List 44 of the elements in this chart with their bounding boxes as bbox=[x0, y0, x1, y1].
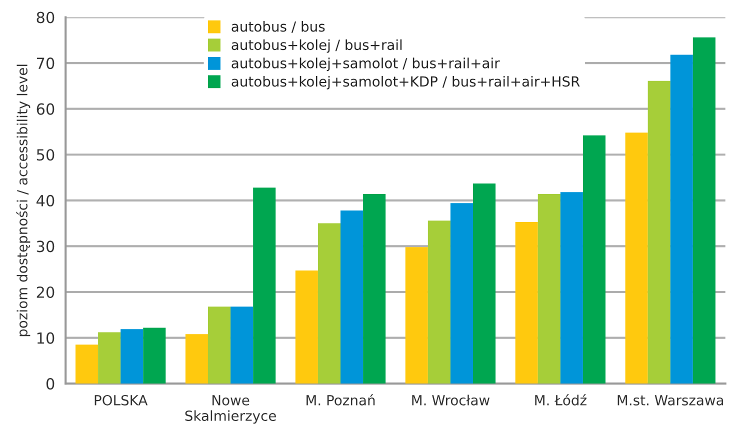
x-tick-label: M. Łódź bbox=[535, 394, 586, 406]
y-axis-title: poziom dostępności / accessibility level bbox=[16, 64, 30, 336]
bar bbox=[582, 135, 606, 384]
y-tick-label: 80 bbox=[36, 12, 54, 24]
bar bbox=[538, 194, 560, 384]
bar bbox=[253, 188, 276, 384]
bar bbox=[473, 183, 496, 384]
x-tick-label: M.st. Warszawa bbox=[618, 395, 724, 406]
y-tick-label: 50 bbox=[36, 149, 54, 161]
legend-label: autobus+kolej+samolot+KDP / bus+rail+air+HSR bbox=[232, 76, 580, 90]
y-tick-label: 10 bbox=[37, 332, 54, 344]
bar bbox=[318, 223, 341, 384]
bar bbox=[560, 192, 583, 384]
bar bbox=[648, 80, 670, 384]
bar bbox=[450, 203, 474, 384]
bar bbox=[340, 210, 364, 384]
y-tick-label: 20 bbox=[36, 286, 54, 298]
y-tick-label: 60 bbox=[36, 103, 54, 115]
x-tick-label: POLSKA bbox=[94, 394, 148, 406]
bar bbox=[143, 328, 166, 384]
bar bbox=[405, 247, 428, 384]
bar bbox=[428, 220, 450, 384]
bar bbox=[670, 54, 693, 384]
legend-label: autobus+kolej / bus+rail bbox=[232, 39, 402, 53]
bar bbox=[98, 332, 121, 384]
bar bbox=[230, 306, 254, 384]
y-tick-label: 70 bbox=[37, 58, 54, 70]
bar bbox=[515, 222, 538, 384]
bar bbox=[363, 194, 386, 384]
y-tick-label: 40 bbox=[36, 194, 54, 206]
legend-label: autobus / bus bbox=[232, 21, 325, 33]
y-tick-label: 30 bbox=[36, 240, 54, 252]
y-tick-label: 0 bbox=[46, 378, 54, 390]
bar bbox=[692, 37, 716, 384]
bar bbox=[76, 344, 98, 384]
x-tick-label: M. Wrocław bbox=[412, 394, 490, 406]
bar bbox=[208, 306, 231, 384]
x-tick-label: Nowe Skalmierzyce bbox=[185, 395, 276, 424]
bar bbox=[120, 329, 144, 384]
bar bbox=[185, 334, 208, 384]
bar bbox=[625, 132, 648, 384]
bar bbox=[295, 270, 318, 384]
x-tick-label: M. Poznań bbox=[306, 394, 375, 406]
legend-label: autobus+kolej+samolot / bus+rail+air bbox=[232, 58, 500, 72]
